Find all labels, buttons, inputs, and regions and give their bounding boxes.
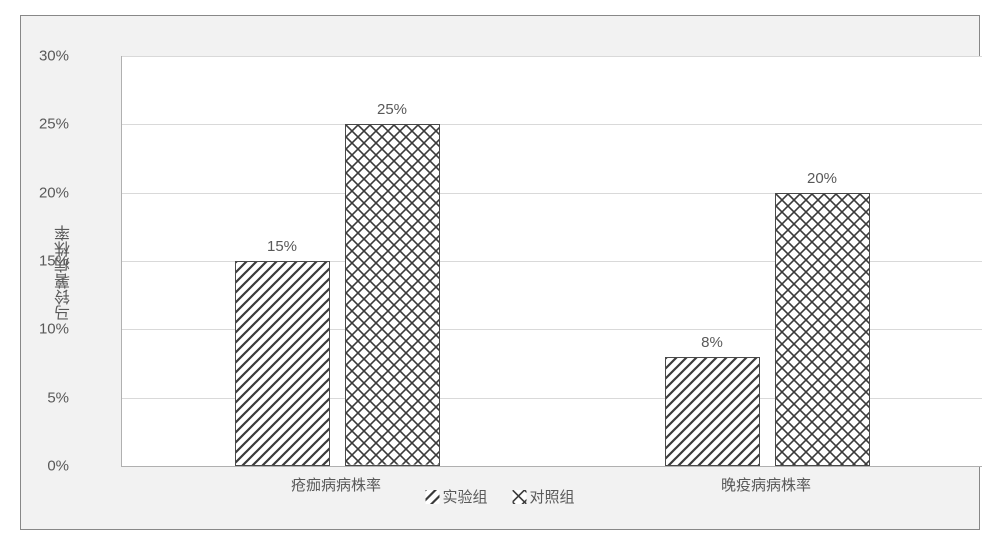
plot-area: 15% 25% 8% 20% (121, 56, 982, 467)
legend: 实验组 对照组 (425, 486, 574, 507)
y-tick-label: 20% (19, 184, 69, 201)
y-tick-label: 0% (19, 458, 69, 475)
chart-panel: 马铃薯病株率 0% 5% 10% 15% 20% 25% 30% 15% 25% 8% 20% 疮… (20, 15, 980, 530)
bar (775, 193, 870, 466)
data-label: 15% (267, 238, 297, 255)
y-axis-title: 马铃薯病株率 (53, 225, 77, 321)
data-label: 20% (807, 170, 837, 187)
x-category-label: 晚疫病病株率 (721, 474, 811, 495)
bar (665, 357, 760, 466)
legend-item-control: 对照组 (513, 486, 575, 507)
bar (345, 124, 440, 466)
y-tick-label: 25% (19, 116, 69, 133)
y-tick-label: 15% (19, 253, 69, 270)
x-category-label: 疮痂病病株率 (291, 474, 381, 495)
legend-label: 对照组 (530, 486, 575, 507)
bar (235, 261, 330, 466)
y-tick-label: 30% (19, 48, 69, 65)
data-label: 25% (377, 101, 407, 118)
legend-label: 实验组 (442, 486, 487, 507)
grid-line (122, 124, 982, 125)
grid-line (122, 56, 982, 57)
legend-swatch-cross-icon (513, 490, 527, 504)
chart-container: 马铃薯病株率 0% 5% 10% 15% 20% 25% 30% 15% 25% 8% 20% 疮… (0, 0, 1000, 545)
legend-swatch-diag-icon (425, 490, 439, 504)
data-label: 8% (701, 334, 723, 351)
y-tick-label: 10% (19, 321, 69, 338)
legend-item-experimental: 实验组 (425, 486, 487, 507)
y-tick-label: 5% (19, 389, 69, 406)
